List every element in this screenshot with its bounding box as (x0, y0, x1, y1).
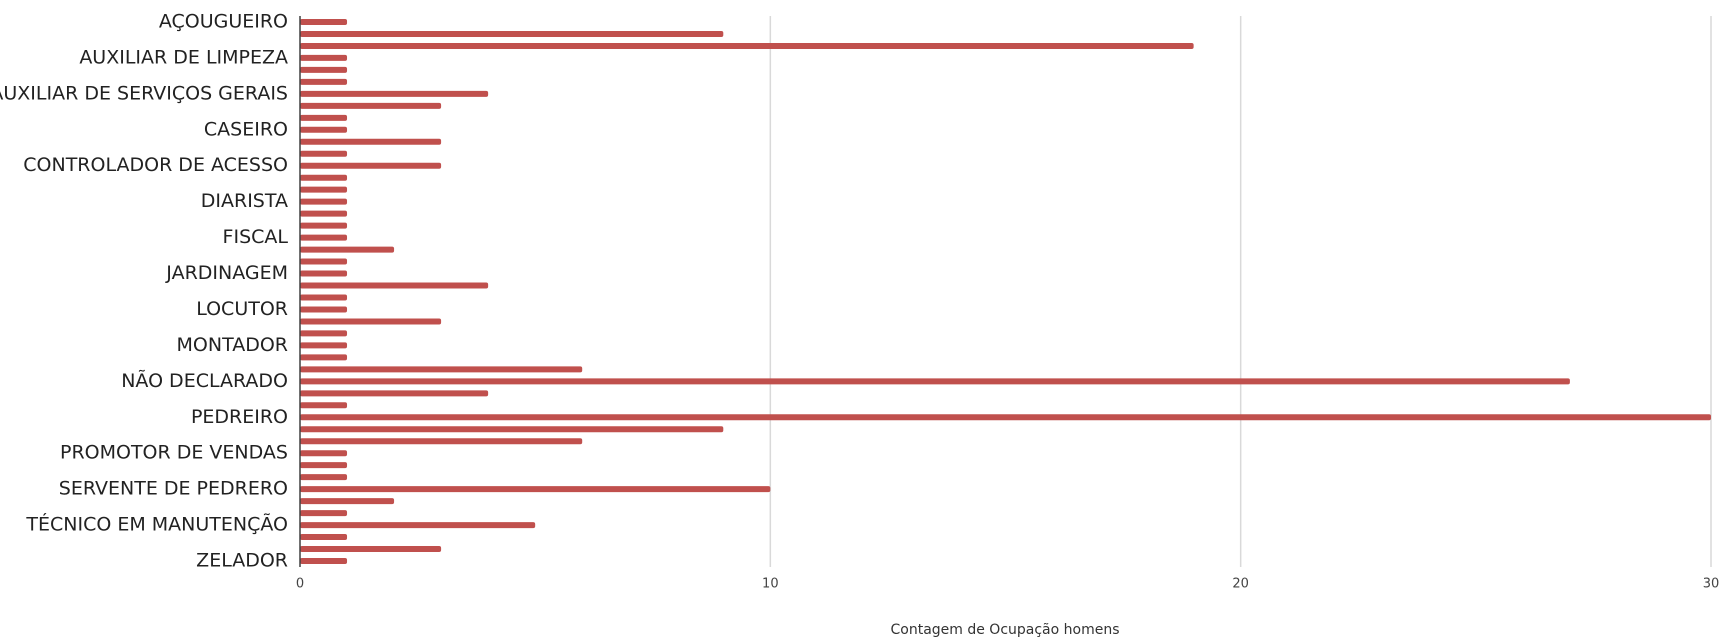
y-tick-label: PEDREIRO (191, 406, 288, 428)
bar (300, 42, 1194, 49)
y-tick-label: DIARISTA (201, 190, 288, 212)
y-tick-label: AUXILIAR DE SERVIÇOS GERAIS (0, 82, 288, 104)
bar (300, 138, 442, 145)
bar (300, 102, 442, 109)
bar (300, 402, 348, 409)
bar (300, 78, 348, 85)
y-tick-label: CASEIRO (204, 118, 288, 140)
x-tick-label: 30 (1703, 577, 1720, 592)
x-axis-title: Contagem de Ocupação homens (890, 622, 1119, 638)
x-tick-label: 0 (296, 577, 304, 592)
bar (300, 378, 1570, 385)
y-tick-label: CONTROLADOR DE ACESSO (23, 154, 288, 176)
y-tick-label: AUXILIAR DE LIMPEZA (79, 46, 288, 68)
bar (300, 270, 348, 277)
bar (300, 354, 348, 361)
bar (300, 30, 724, 37)
bar (300, 18, 348, 25)
bar (300, 474, 348, 481)
bar (300, 318, 442, 325)
bar (300, 366, 583, 373)
bar (300, 90, 489, 97)
bar (300, 66, 348, 73)
bar (300, 462, 348, 469)
x-tick-label: 10 (762, 577, 779, 592)
bar (300, 210, 348, 217)
y-tick-label: JARDINAGEM (165, 262, 288, 284)
bar (300, 246, 395, 253)
y-tick-label: NÃO DECLARADO (121, 369, 288, 392)
bar (300, 54, 348, 61)
bar (300, 162, 442, 169)
bar (300, 558, 348, 565)
bar (300, 234, 348, 241)
bar (300, 546, 442, 553)
bar (300, 258, 348, 265)
bar (300, 186, 348, 193)
bar (300, 426, 724, 433)
bar (300, 342, 348, 349)
bar (300, 282, 489, 289)
y-tick-label: PROMOTOR DE VENDAS (60, 442, 288, 464)
bar (300, 486, 771, 493)
bar (300, 174, 348, 181)
y-tick-label: MONTADOR (177, 334, 288, 356)
bar (300, 330, 348, 337)
y-tick-label: FISCAL (223, 226, 289, 248)
bar (300, 450, 348, 457)
bar (300, 198, 348, 205)
bar (300, 114, 348, 121)
bar (300, 222, 348, 229)
bar (300, 150, 348, 157)
bar (300, 390, 489, 397)
bar (300, 534, 348, 541)
bar (300, 414, 1711, 421)
bar (300, 498, 395, 505)
bar (300, 438, 583, 445)
y-tick-label: SERVENTE DE PEDRERO (59, 478, 288, 500)
bar (300, 126, 348, 133)
x-tick-label: 20 (1232, 577, 1249, 592)
bar (300, 294, 348, 301)
y-tick-label: ZELADOR (196, 550, 288, 572)
bar (300, 522, 536, 529)
y-tick-label: AÇOUGUEIRO (159, 10, 288, 32)
bar (300, 510, 348, 517)
y-tick-label: LOCUTOR (196, 298, 288, 320)
bar (300, 306, 348, 313)
y-tick-label: TÉCNICO EM MANUTENÇÃO (25, 513, 288, 536)
